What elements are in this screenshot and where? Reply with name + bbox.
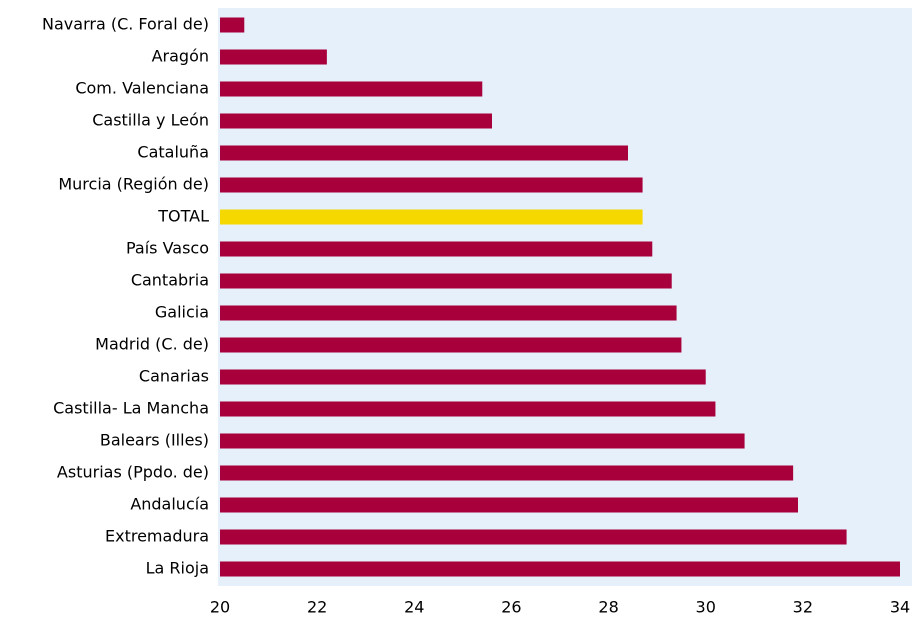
x-tick-label: 24 <box>404 598 424 617</box>
x-tick-label: 30 <box>696 598 716 617</box>
y-tick-label: Madrid (C. de) <box>95 335 209 354</box>
y-tick-label: La Rioja <box>146 559 209 578</box>
bar <box>220 49 327 65</box>
bar <box>220 561 900 577</box>
y-tick-label: TOTAL <box>157 207 209 226</box>
y-tick-label: Castilla y León <box>92 111 209 130</box>
y-tick-label: Com. Valenciana <box>75 79 209 98</box>
bar <box>220 369 706 385</box>
x-tick-label: 32 <box>793 598 813 617</box>
bar <box>220 81 483 97</box>
plot-background <box>218 8 912 586</box>
bar <box>220 209 643 225</box>
bar <box>220 241 653 257</box>
bar <box>220 465 794 481</box>
bar <box>220 273 672 289</box>
x-tick-label: 26 <box>501 598 521 617</box>
bar <box>220 17 245 33</box>
bar <box>220 433 745 449</box>
y-tick-label: Navarra (C. Foral de) <box>42 15 209 34</box>
y-tick-label: Cantabria <box>131 271 209 290</box>
y-tick-label: Aragón <box>152 47 209 66</box>
y-tick-label: Murcia (Región de) <box>58 175 209 194</box>
bar <box>220 145 628 161</box>
x-tick-label: 28 <box>598 598 618 617</box>
y-tick-label: País Vasco <box>126 239 209 258</box>
bar <box>220 401 716 417</box>
bar <box>220 305 677 321</box>
bar <box>220 337 682 353</box>
y-tick-label: Andalucía <box>130 495 209 514</box>
y-tick-label: Galicia <box>155 303 209 322</box>
bar <box>220 529 847 545</box>
y-tick-label: Asturias (Ppdo. de) <box>57 463 209 482</box>
y-tick-label: Castilla- La Mancha <box>53 399 209 418</box>
bar <box>220 177 643 193</box>
x-tick-label: 20 <box>210 598 230 617</box>
bar <box>220 113 492 129</box>
bar <box>220 497 798 513</box>
y-tick-label: Extremadura <box>105 527 209 546</box>
y-tick-label: Cataluña <box>137 143 209 162</box>
x-tick-label: 22 <box>307 598 327 617</box>
x-tick-label: 34 <box>890 598 910 617</box>
y-tick-label: Balears (Illes) <box>100 431 209 450</box>
y-tick-label: Canarias <box>139 367 209 386</box>
